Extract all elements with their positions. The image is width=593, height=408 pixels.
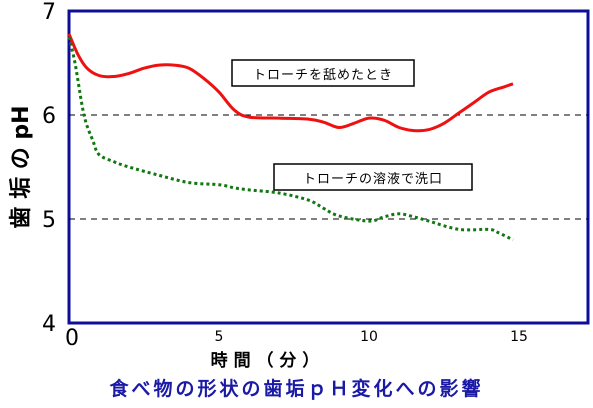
reference-lines — [69, 114, 588, 220]
x-tick-label: 15 — [510, 329, 528, 345]
annotation-rinse-box — [273, 163, 473, 191]
y-tick-labels: 4 5 6 7 — [42, 0, 56, 337]
annotation-rinse-text: トローチの溶液で洗口 — [303, 172, 443, 187]
annotation-lozenge-box — [231, 59, 415, 87]
x-tick-label: 0 — [65, 326, 79, 351]
x-tick-label: 10 — [360, 329, 378, 345]
annotation-lozenge: トローチを舐めたとき — [231, 59, 415, 87]
annotation-rinse: トローチの溶液で洗口 — [273, 163, 473, 191]
series-line-0 — [67, 33, 514, 133]
y-tick-label: 4 — [42, 312, 56, 337]
x-tick-label: 5 — [215, 329, 224, 345]
y-axis-label: 歯 垢 の pH — [8, 105, 34, 228]
y-tick-label: 6 — [42, 104, 56, 129]
y-tick-label: 7 — [42, 0, 56, 25]
series-lines — [67, 33, 514, 242]
x-axis-label: 時 間 （ 分 ） — [211, 350, 320, 371]
chart-title: 食べ物の形状の歯垢ｐＨ変化への影響 — [109, 378, 484, 400]
y-tick-label: 5 — [42, 208, 56, 233]
x-tick-labels: 0 5 10 15 — [65, 326, 528, 351]
annotation-lozenge-text: トローチを舐めたとき — [253, 68, 393, 83]
series-line-1 — [67, 36, 514, 242]
